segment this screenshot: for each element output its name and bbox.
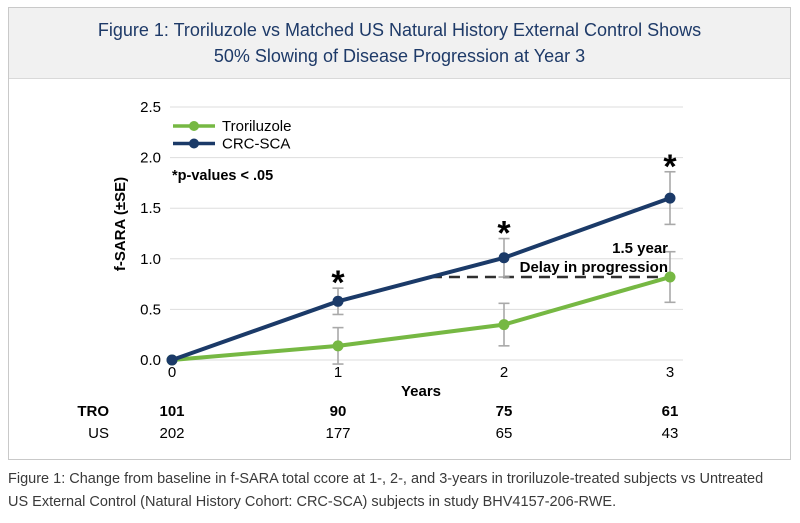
figure-title-line2: 50% Slowing of Disease Progression at Ye…: [213, 46, 586, 66]
gridlines-layer: [170, 106, 683, 361]
at-risk-us-year1: 177: [325, 425, 350, 442]
troriluzole-data-point: [498, 319, 510, 331]
line-chart: 2.5 2.0 1.5 1.0 0.5 0.0 0 1 2 3 f-SARA (…: [77, 99, 683, 442]
troriluzole-data-point: [664, 271, 676, 283]
at-risk-us-year3: 43: [662, 425, 679, 442]
plot-area: 2.5 2.0 1.5 1.0 0.5 0.0 0 1 2 3 f-SARA (…: [9, 79, 790, 459]
figure-panel: Figure 1: Troriluzole vs Matched US Natu…: [8, 7, 791, 460]
y-tick-0_0: 0.0: [140, 352, 161, 369]
legend-troriluzole-label: Troriluzole: [222, 118, 291, 135]
series-layer: * * *: [166, 148, 677, 366]
y-tick-1_5: 1.5: [140, 200, 161, 217]
figure-caption-line2: US External Control (Natural History Coh…: [8, 493, 617, 510]
figure-title-line1: Figure 1: Troriluzole vs Matched US Natu…: [97, 20, 702, 40]
at-risk-us-year2: 65: [496, 425, 513, 442]
legend-crc-sca-label: CRC-SCA: [222, 136, 290, 153]
figure-caption-line1: Figure 1: Change from baseline in f-SARA…: [8, 471, 764, 487]
figure-caption: Figure 1: Change from baseline in f-SARA…: [8, 468, 788, 513]
at-risk-tro-year2: 75: [496, 403, 513, 420]
at-risk-tro-year0: 101: [159, 403, 184, 420]
y-tick-0_5: 0.5: [140, 301, 161, 318]
crc-sca-data-point: [498, 252, 510, 264]
delay-annotation-line1: 1.5 year: [612, 240, 668, 257]
at-risk-row-us-label: US: [88, 425, 109, 442]
x-tick-2: 2: [500, 364, 508, 381]
delay-annotation-line2: Delay in progression: [520, 259, 668, 276]
y-tick-2_0: 2.0: [140, 150, 161, 167]
at-risk-row-tro-label: TRO: [77, 403, 109, 420]
significance-asterisk: *: [331, 264, 345, 302]
crc-sca-data-point: [664, 192, 676, 204]
y-tick-1_0: 1.0: [140, 251, 161, 268]
y-axis-title: f-SARA (±SE): [112, 177, 129, 271]
at-risk-table: TRO 101 90 75 61 US 202 177 65 43: [77, 403, 678, 442]
crc-sca-line: [171, 196, 671, 362]
y-tick-2_5: 2.5: [140, 99, 161, 116]
figure-title: Figure 1: Troriluzole vs Matched US Natu…: [9, 8, 790, 79]
legend: Troriluzole CRC-SCA: [173, 118, 291, 153]
troriluzole-data-point: [332, 340, 344, 352]
legend-troriluzole-marker-icon: [189, 121, 199, 131]
significance-asterisk: *: [497, 215, 511, 253]
legend-crc-sca-marker-icon: [189, 138, 199, 149]
crc-sca-data-point: [166, 354, 178, 366]
at-risk-us-year0: 202: [159, 425, 184, 442]
x-tick-1: 1: [334, 364, 342, 381]
x-tick-3: 3: [666, 364, 674, 381]
x-tick-0: 0: [168, 364, 176, 381]
crc-sca-data-point: [332, 295, 344, 307]
pvalue-note: *p-values < .05: [172, 168, 273, 184]
at-risk-tro-year1: 90: [330, 403, 347, 420]
at-risk-tro-year3: 61: [662, 403, 679, 420]
troriluzole-line: [171, 275, 671, 362]
significance-asterisk: *: [663, 148, 677, 186]
x-axis-title: Years: [401, 383, 441, 400]
